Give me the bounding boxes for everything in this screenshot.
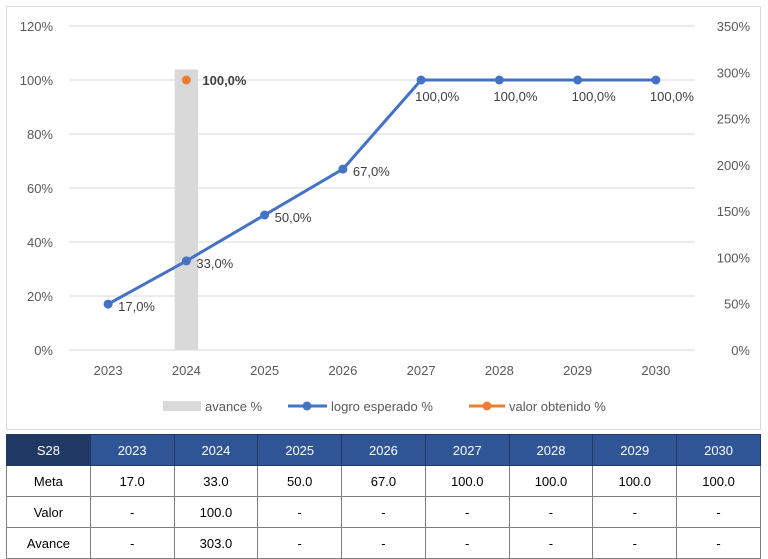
y-right-tick-label: 350%: [717, 19, 751, 34]
x-tick-label: 2025: [250, 363, 279, 378]
table-cell: 100.0: [592, 465, 678, 497]
y-right-tick-label: 250%: [717, 112, 751, 127]
logro-line: [107, 78, 656, 306]
table-cell: -: [676, 496, 761, 528]
logro-data-label: 100,0%: [650, 89, 695, 104]
y-right-tick-label: 300%: [717, 65, 751, 80]
y-right-tick-label: 150%: [717, 204, 751, 219]
data-table: S28 2023 2024 2025 2026 2027 2028 2029 2030 Meta…: [6, 434, 761, 559]
x-tick-label: 2030: [641, 363, 670, 378]
logro-point: [181, 256, 191, 266]
table-row-label: Meta: [6, 465, 91, 497]
x-tick-label: 2024: [172, 363, 201, 378]
y-left-tick-label: 60%: [27, 181, 53, 196]
table-cell: -: [508, 527, 594, 559]
logro-point: [573, 75, 583, 85]
table-row: Meta 17.0 33.0 50.0 67.0 100.0 100.0 100.0 100.0: [6, 465, 761, 497]
table-row: Valor -100.0- - - - - -: [6, 496, 761, 528]
y-right-tick-label: 100%: [717, 250, 751, 265]
logro-point: [103, 299, 113, 309]
legend-valor-marker: [482, 401, 492, 411]
logro-data-label: 100,0%: [415, 89, 460, 104]
table-cell: -: [89, 496, 175, 528]
valor-obtenido-point: [181, 75, 191, 85]
table-cell: -: [424, 496, 510, 528]
table-cell: 100.0: [508, 465, 594, 497]
y-right-tick-label: 50%: [724, 297, 750, 312]
table-cell: 100.0: [173, 496, 259, 528]
combo-chart: 0% 20% 40% 60% 80% 100% 120% 0% 50% 100% 150% 200% 2…: [20, 19, 751, 414]
table-cell: -: [508, 496, 594, 528]
x-tick-label: 2026: [328, 363, 357, 378]
table-cell: 50.0: [257, 465, 343, 497]
y-left-tick-label: 0%: [34, 343, 53, 358]
logro-point: [260, 210, 270, 220]
y-left-tick-label: 40%: [27, 235, 53, 250]
x-tick-label: 2028: [485, 363, 514, 378]
x-tick-label: 2023: [94, 363, 123, 378]
table-cell: -: [676, 527, 761, 559]
y-right-tick-label: 0%: [731, 343, 750, 358]
table-header-row: S28 2023 2024 2025 2026 2027 2028 2029 2030: [6, 434, 761, 466]
logro-data-label: 33,0%: [196, 256, 233, 271]
table-header-cell: 2028: [508, 434, 594, 466]
table-cell: -: [341, 527, 426, 559]
logro-point: [494, 75, 504, 85]
logro-data-label: 50,0%: [275, 210, 312, 225]
y-left-tick-label: 20%: [27, 289, 53, 304]
logro-point: [416, 75, 426, 85]
logro-data-label: 100,0%: [493, 89, 538, 104]
table-header-cell: S28: [6, 434, 91, 466]
table-cell: 17.0: [89, 465, 175, 497]
table-cell: -: [341, 496, 426, 528]
chart-area: 0% 20% 40% 60% 80% 100% 120% 0% 50% 100% 150% 200% 2…: [6, 6, 761, 430]
y-right-tick-label: 200%: [717, 158, 751, 173]
table-header-cell: 2026: [341, 434, 426, 466]
y-left-tick-label: 80%: [27, 127, 53, 142]
table-cell: 67.0: [341, 465, 426, 497]
table-header-cell: 2025: [257, 434, 343, 466]
table-header-cell: 2030: [676, 434, 761, 466]
logro-point: [338, 164, 348, 174]
table-cell: 303.0: [173, 527, 259, 559]
x-tick-label: 2029: [563, 363, 592, 378]
table-cell: -: [592, 527, 678, 559]
table-body: Meta 17.0 33.0 50.0 67.0 100.0 100.0 100.0 100.0…: [6, 465, 761, 559]
logro-data-label: 100,0%: [572, 89, 617, 104]
table-cell: 33.0: [173, 465, 259, 497]
table-row-label: Valor: [6, 496, 91, 528]
table-header-cell: 2029: [592, 434, 678, 466]
table-header-cell: 2027: [424, 434, 510, 466]
table-header-cell: 2024: [173, 434, 259, 466]
logro-data-label: 17,0%: [118, 299, 155, 314]
legend-avance-swatch: [163, 401, 201, 411]
table-cell: -: [89, 527, 175, 559]
valor-obtenido-data-label: 100,0%: [202, 73, 247, 88]
table-cell: -: [257, 527, 343, 559]
legend-logro-label: logro esperado %: [331, 399, 433, 414]
y-left-tick-label: 120%: [20, 19, 54, 34]
legend-avance-label: avance %: [205, 399, 263, 414]
table-row-label: Avance: [6, 527, 91, 559]
table-cell: 100.0: [676, 465, 761, 497]
y-left-tick-label: 100%: [20, 73, 54, 88]
x-tick-label: 2027: [407, 363, 436, 378]
logro-point: [651, 75, 661, 85]
table-cell: -: [592, 496, 678, 528]
table-cell: 100.0: [424, 465, 510, 497]
table-header-cell: 2023: [89, 434, 175, 466]
table-cell: -: [424, 527, 510, 559]
table-row: Avance -303.0- - - - - -: [6, 527, 761, 559]
avance-bar: [174, 69, 199, 350]
logro-data-label: 67,0%: [353, 164, 390, 179]
legend-logro-marker: [302, 401, 312, 411]
table-cell: -: [257, 496, 343, 528]
legend-valor-label: valor obtenido %: [509, 399, 606, 414]
